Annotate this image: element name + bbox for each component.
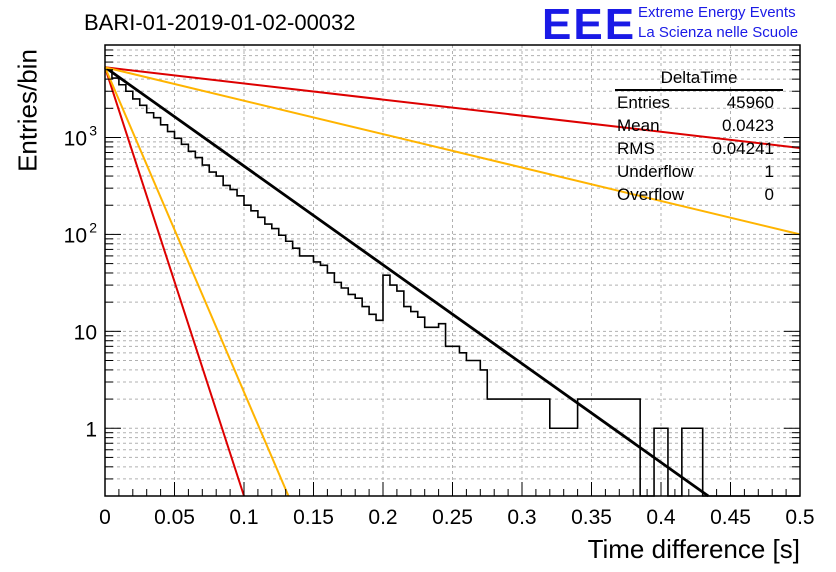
x-tick-label: 0.5: [785, 506, 814, 529]
x-axis-label: Time difference [s]: [587, 534, 800, 564]
logo-line-1: Extreme Energy Events: [638, 4, 796, 21]
stats-row-entries: Entries 45960: [611, 91, 786, 114]
stats-label: RMS: [617, 139, 655, 158]
fit-line-5: [104, 66, 801, 236]
stats-row-underflow: Underflow 1: [611, 160, 786, 183]
y-tick-label: 10: [74, 321, 97, 344]
stats-row-mean: Mean 0.0423: [611, 114, 786, 137]
y-tick-label: 1: [85, 418, 97, 441]
stats-row-overflow: Overflow 0: [611, 183, 786, 206]
x-tick-label: 0.4: [646, 506, 676, 529]
stats-value: 0.0423: [722, 116, 774, 135]
logo-line-2: La Scienza nelle Scuole: [638, 24, 799, 41]
stats-box: DeltaTime Entries 45960 Mean 0.0423 RMS …: [611, 68, 786, 206]
stats-value: 0.04241: [712, 139, 774, 158]
eee-logo: EEE: [542, 0, 637, 49]
y-tick-exponent: 2: [89, 219, 97, 235]
x-tick-label: 0.05: [154, 506, 195, 529]
x-tick-label: 0.3: [507, 506, 536, 529]
x-tick-label: 0.45: [710, 506, 751, 529]
stats-value: 1: [764, 162, 774, 181]
fit-line-1: [104, 66, 710, 498]
stats-value: 45960: [726, 93, 774, 112]
stats-label: Overflow: [617, 185, 685, 204]
stats-label: Mean: [617, 116, 660, 135]
fit-line-4: [104, 66, 801, 149]
x-tick-label: 0: [99, 506, 111, 529]
y-tick-label: 10: [64, 224, 87, 247]
x-tick-label: 0.25: [432, 506, 473, 529]
y-axis-label: Entries/bin: [12, 49, 43, 172]
y-tick-exponent: 3: [89, 122, 97, 138]
y-tick-label: 10: [64, 127, 87, 150]
fit-line-2: [104, 66, 245, 497]
chart-title: BARI-01-2019-01-02-00032: [84, 10, 356, 35]
stats-row-rms: RMS 0.04241: [611, 137, 786, 160]
x-tick-label: 0.1: [229, 506, 258, 529]
axis-ticks: 0 0.05 0.1 0.15 0.2 0.25 0.3 0.35 0.4 0.45 0.510 31…: [64, 44, 815, 529]
x-tick-label: 0.35: [571, 506, 612, 529]
stats-title: DeltaTime: [615, 68, 783, 91]
x-tick-label: 0.15: [293, 506, 334, 529]
x-tick-label: 0.2: [368, 506, 397, 529]
fit-line-3: [104, 66, 290, 497]
stats-label: Entries: [617, 93, 670, 112]
stats-label: Underflow: [617, 162, 694, 181]
stats-value: 0: [764, 185, 774, 204]
